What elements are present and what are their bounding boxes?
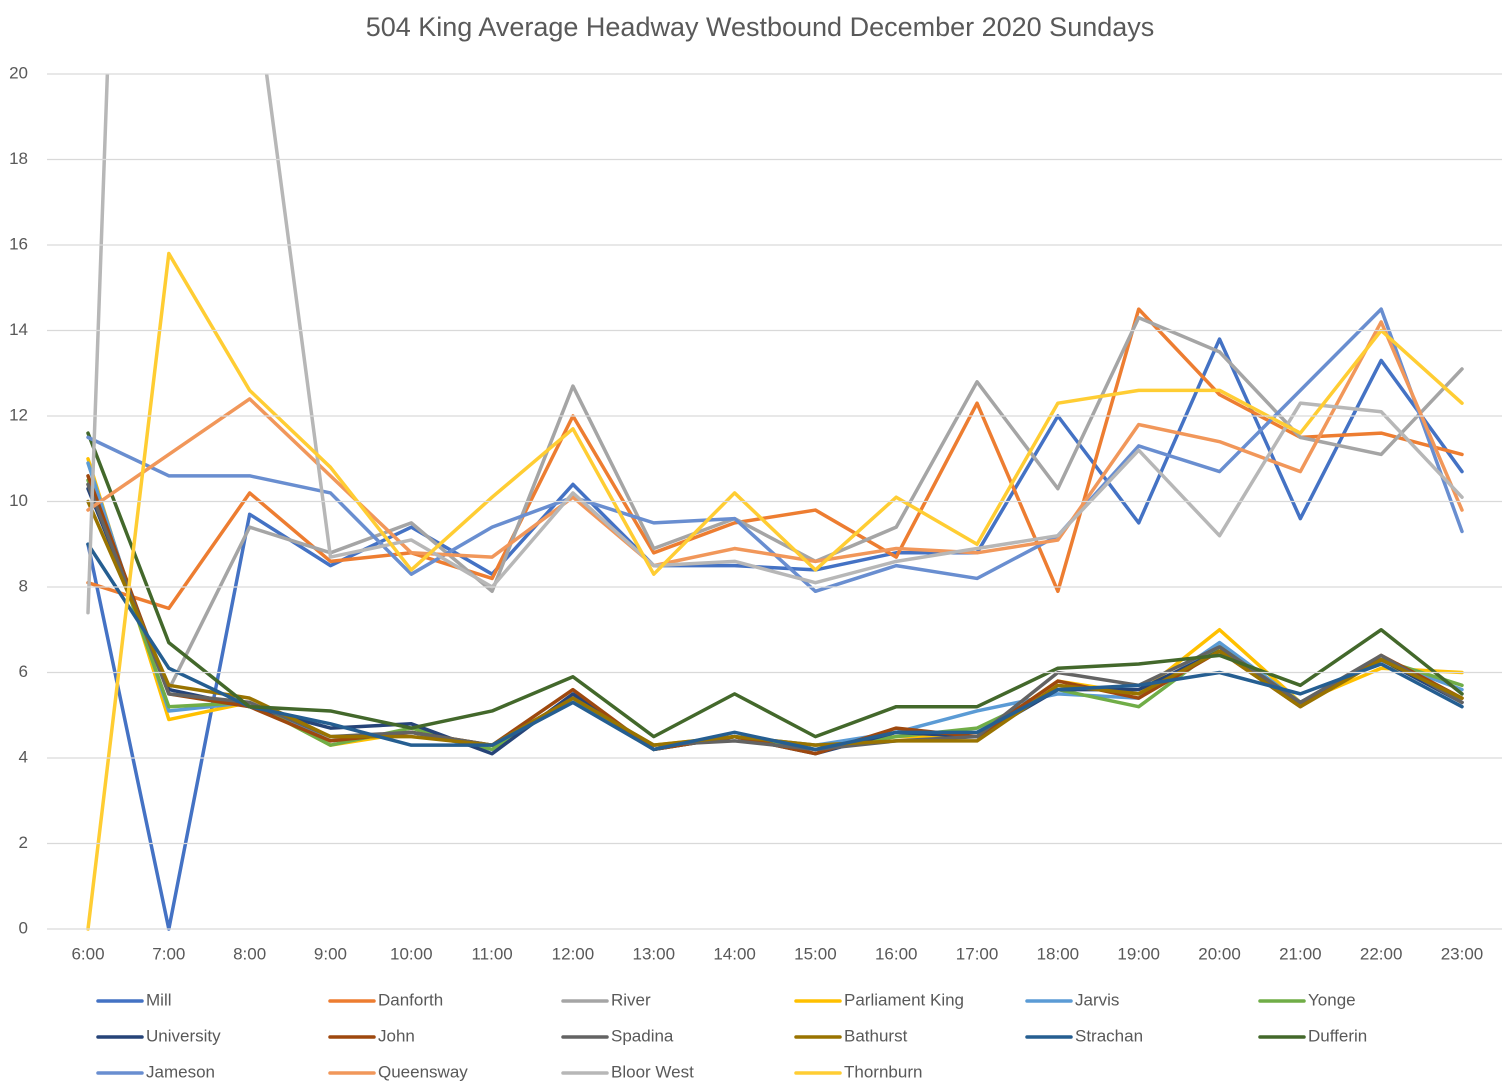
legend-label: John	[378, 1026, 415, 1045]
x-tick-label: 16:00	[875, 944, 918, 963]
series-line	[86, 337, 1464, 931]
legend-label: Mill	[146, 990, 172, 1009]
series-line	[86, 542, 1464, 752]
legend-label: Parliament King	[844, 990, 964, 1009]
series-line	[86, 74, 1464, 615]
plot-lines	[86, 74, 1464, 931]
legend-label: Jarvis	[1075, 990, 1119, 1009]
legend-label: University	[146, 1026, 221, 1045]
series-line	[86, 431, 1464, 739]
x-tick-label: 20:00	[1198, 944, 1241, 963]
legend-label: Bloor West	[611, 1062, 694, 1081]
series-line	[86, 307, 1464, 594]
x-tick-label: 18:00	[1037, 944, 1080, 963]
series-line	[86, 307, 1464, 611]
y-tick-label: 0	[19, 918, 28, 937]
x-tick-label: 7:00	[152, 944, 185, 963]
legend-label: Bathurst	[844, 1026, 908, 1045]
x-tick-label: 11:00	[471, 944, 512, 963]
legend-label: Dufferin	[1308, 1026, 1367, 1045]
x-tick-label: 19:00	[1117, 944, 1160, 963]
legend-label: Spadina	[611, 1026, 674, 1045]
x-tick-label: 8:00	[233, 944, 266, 963]
legend-label: River	[611, 990, 651, 1009]
y-tick-label: 14	[9, 320, 28, 339]
x-tick-label: 23:00	[1441, 944, 1484, 963]
y-tick-label: 4	[19, 747, 28, 766]
y-tick-label: 6	[19, 662, 28, 681]
legend-label: Queensway	[378, 1062, 468, 1081]
x-tick-label: 13:00	[632, 944, 675, 963]
series-line	[86, 251, 1464, 931]
x-tick-label: 12:00	[552, 944, 595, 963]
y-tick-label: 2	[19, 833, 28, 852]
legend-label: Thornburn	[844, 1062, 922, 1081]
chart-title: 504 King Average Headway Westbound Decem…	[366, 12, 1155, 42]
legend-label: Yonge	[1308, 990, 1356, 1009]
legend-label: Danforth	[378, 990, 443, 1009]
y-tick-label: 18	[9, 149, 28, 168]
x-tick-label: 22:00	[1360, 944, 1403, 963]
y-tick-label: 12	[9, 405, 28, 424]
series-line	[86, 461, 1464, 752]
legend-label: Jameson	[146, 1062, 215, 1081]
x-tick-label: 17:00	[956, 944, 999, 963]
y-tick-label: 8	[19, 576, 28, 595]
x-tick-label: 15:00	[794, 944, 837, 963]
y-tick-label: 16	[9, 234, 28, 253]
x-tick-label: 10:00	[390, 944, 433, 963]
x-tick-label: 14:00	[713, 944, 756, 963]
x-tick-label: 9:00	[314, 944, 347, 963]
x-tick-label: 21:00	[1279, 944, 1322, 963]
legend-label: Strachan	[1075, 1026, 1143, 1045]
series-line	[86, 315, 1464, 692]
x-tick-label: 6:00	[71, 944, 104, 963]
y-tick-label: 20	[9, 63, 28, 82]
y-tick-label: 10	[9, 491, 28, 510]
